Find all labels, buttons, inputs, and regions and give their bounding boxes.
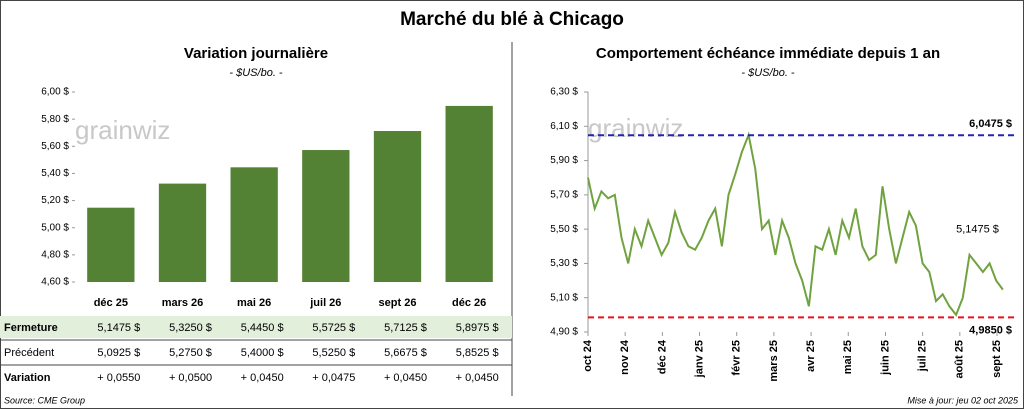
y-tick-label: 5,80 $ [41,114,69,125]
table-cell: 5,4450 $ [241,322,284,334]
x-tick-label: sept 25 [991,340,1003,378]
bar [87,207,135,282]
table-cell: 5,3250 $ [169,322,212,334]
table-cell: 5,7125 $ [384,322,427,334]
reference-label: 4,9850 $ [969,324,1012,336]
y-tick-label: 5,10 $ [550,292,578,303]
x-tick-label: juin 25 [879,340,891,376]
y-tick-label: 4,90 $ [550,327,578,338]
x-tick-label: mai 25 [842,340,854,374]
x-tick-label: août 25 [954,340,966,379]
watermark: grainwiz [75,115,170,145]
x-tick-label: févr 25 [731,340,743,375]
y-tick-label: 5,90 $ [550,155,578,166]
x-tick-label: déc 26 [452,297,486,309]
table-cell: 5,5725 $ [312,322,355,334]
y-tick-label: 6,00 $ [41,87,69,98]
table-cell: + 0,0450 [241,372,284,384]
x-tick-label: mai 26 [237,297,271,309]
x-tick-label: juil 26 [309,297,341,309]
x-tick-label: mars 26 [162,297,204,309]
table-cell: 5,0925 $ [97,347,140,359]
chart-title: Variation journalière [184,45,328,62]
updated: Mise à jour: jeu 02 oct 2025 [907,395,1019,405]
x-tick-label: janv 25 [693,340,705,378]
y-tick-label: 5,00 $ [41,222,69,233]
table-cell: 5,8525 $ [456,347,499,359]
x-tick-label: avr 25 [805,340,817,372]
watermark: grainwiz [588,113,683,143]
table-cell: + 0,0450 [456,372,499,384]
y-tick-label: 4,80 $ [41,249,69,260]
bar [373,131,422,282]
last-value-label: 5,1475 $ [956,223,999,235]
y-tick-label: 5,20 $ [41,195,69,206]
reference-label: 6,0475 $ [969,118,1012,130]
x-tick-label: juil 25 [917,340,929,372]
table-cell: 5,5250 $ [312,347,355,359]
row-label: Précédent [4,347,54,359]
bar [158,183,207,282]
row-label: Fermeture [4,322,58,334]
x-tick-label: nov 24 [619,339,631,375]
table-cell: 5,6675 $ [384,347,427,359]
table-cell: 5,2750 $ [169,347,212,359]
table-cell: 5,4000 $ [241,347,284,359]
x-tick-label: déc 25 [94,297,128,309]
table-cell: + 0,0450 [384,372,427,384]
chart-title: Comportement échéance immédiate depuis 1… [596,45,940,62]
source: Source: CME Group [4,395,85,405]
chart-subtitle: - $US/bo. - [741,67,795,79]
table-cell: 5,1475 $ [97,322,140,334]
y-tick-label: 4,60 $ [41,277,69,288]
y-tick-label: 5,70 $ [550,189,578,200]
y-tick-label: 5,40 $ [41,168,69,179]
y-tick-label: 5,30 $ [550,258,578,269]
table-cell: + 0,0550 [97,372,140,384]
row-highlight [0,316,512,338]
bar [302,150,350,282]
bar [230,167,278,282]
y-tick-label: 6,30 $ [550,87,578,98]
row-label: Variation [4,372,51,384]
table-cell: 5,8975 $ [456,322,499,334]
x-tick-label: oct 24 [582,339,594,372]
x-tick-label: mars 25 [768,340,780,382]
table-cell: + 0,0475 [312,372,355,384]
y-tick-label: 6,10 $ [550,121,578,132]
y-tick-label: 5,50 $ [550,224,578,235]
table-cell: + 0,0500 [169,372,212,384]
x-tick-label: sept 26 [379,297,417,309]
price-line [587,131,1004,317]
y-tick-label: 5,60 $ [41,141,69,152]
chart-subtitle: - $US/bo. - [229,67,283,79]
bar [445,105,493,283]
main-title: Marché du blé à Chicago [400,9,624,30]
x-tick-label: déc 24 [656,339,668,374]
